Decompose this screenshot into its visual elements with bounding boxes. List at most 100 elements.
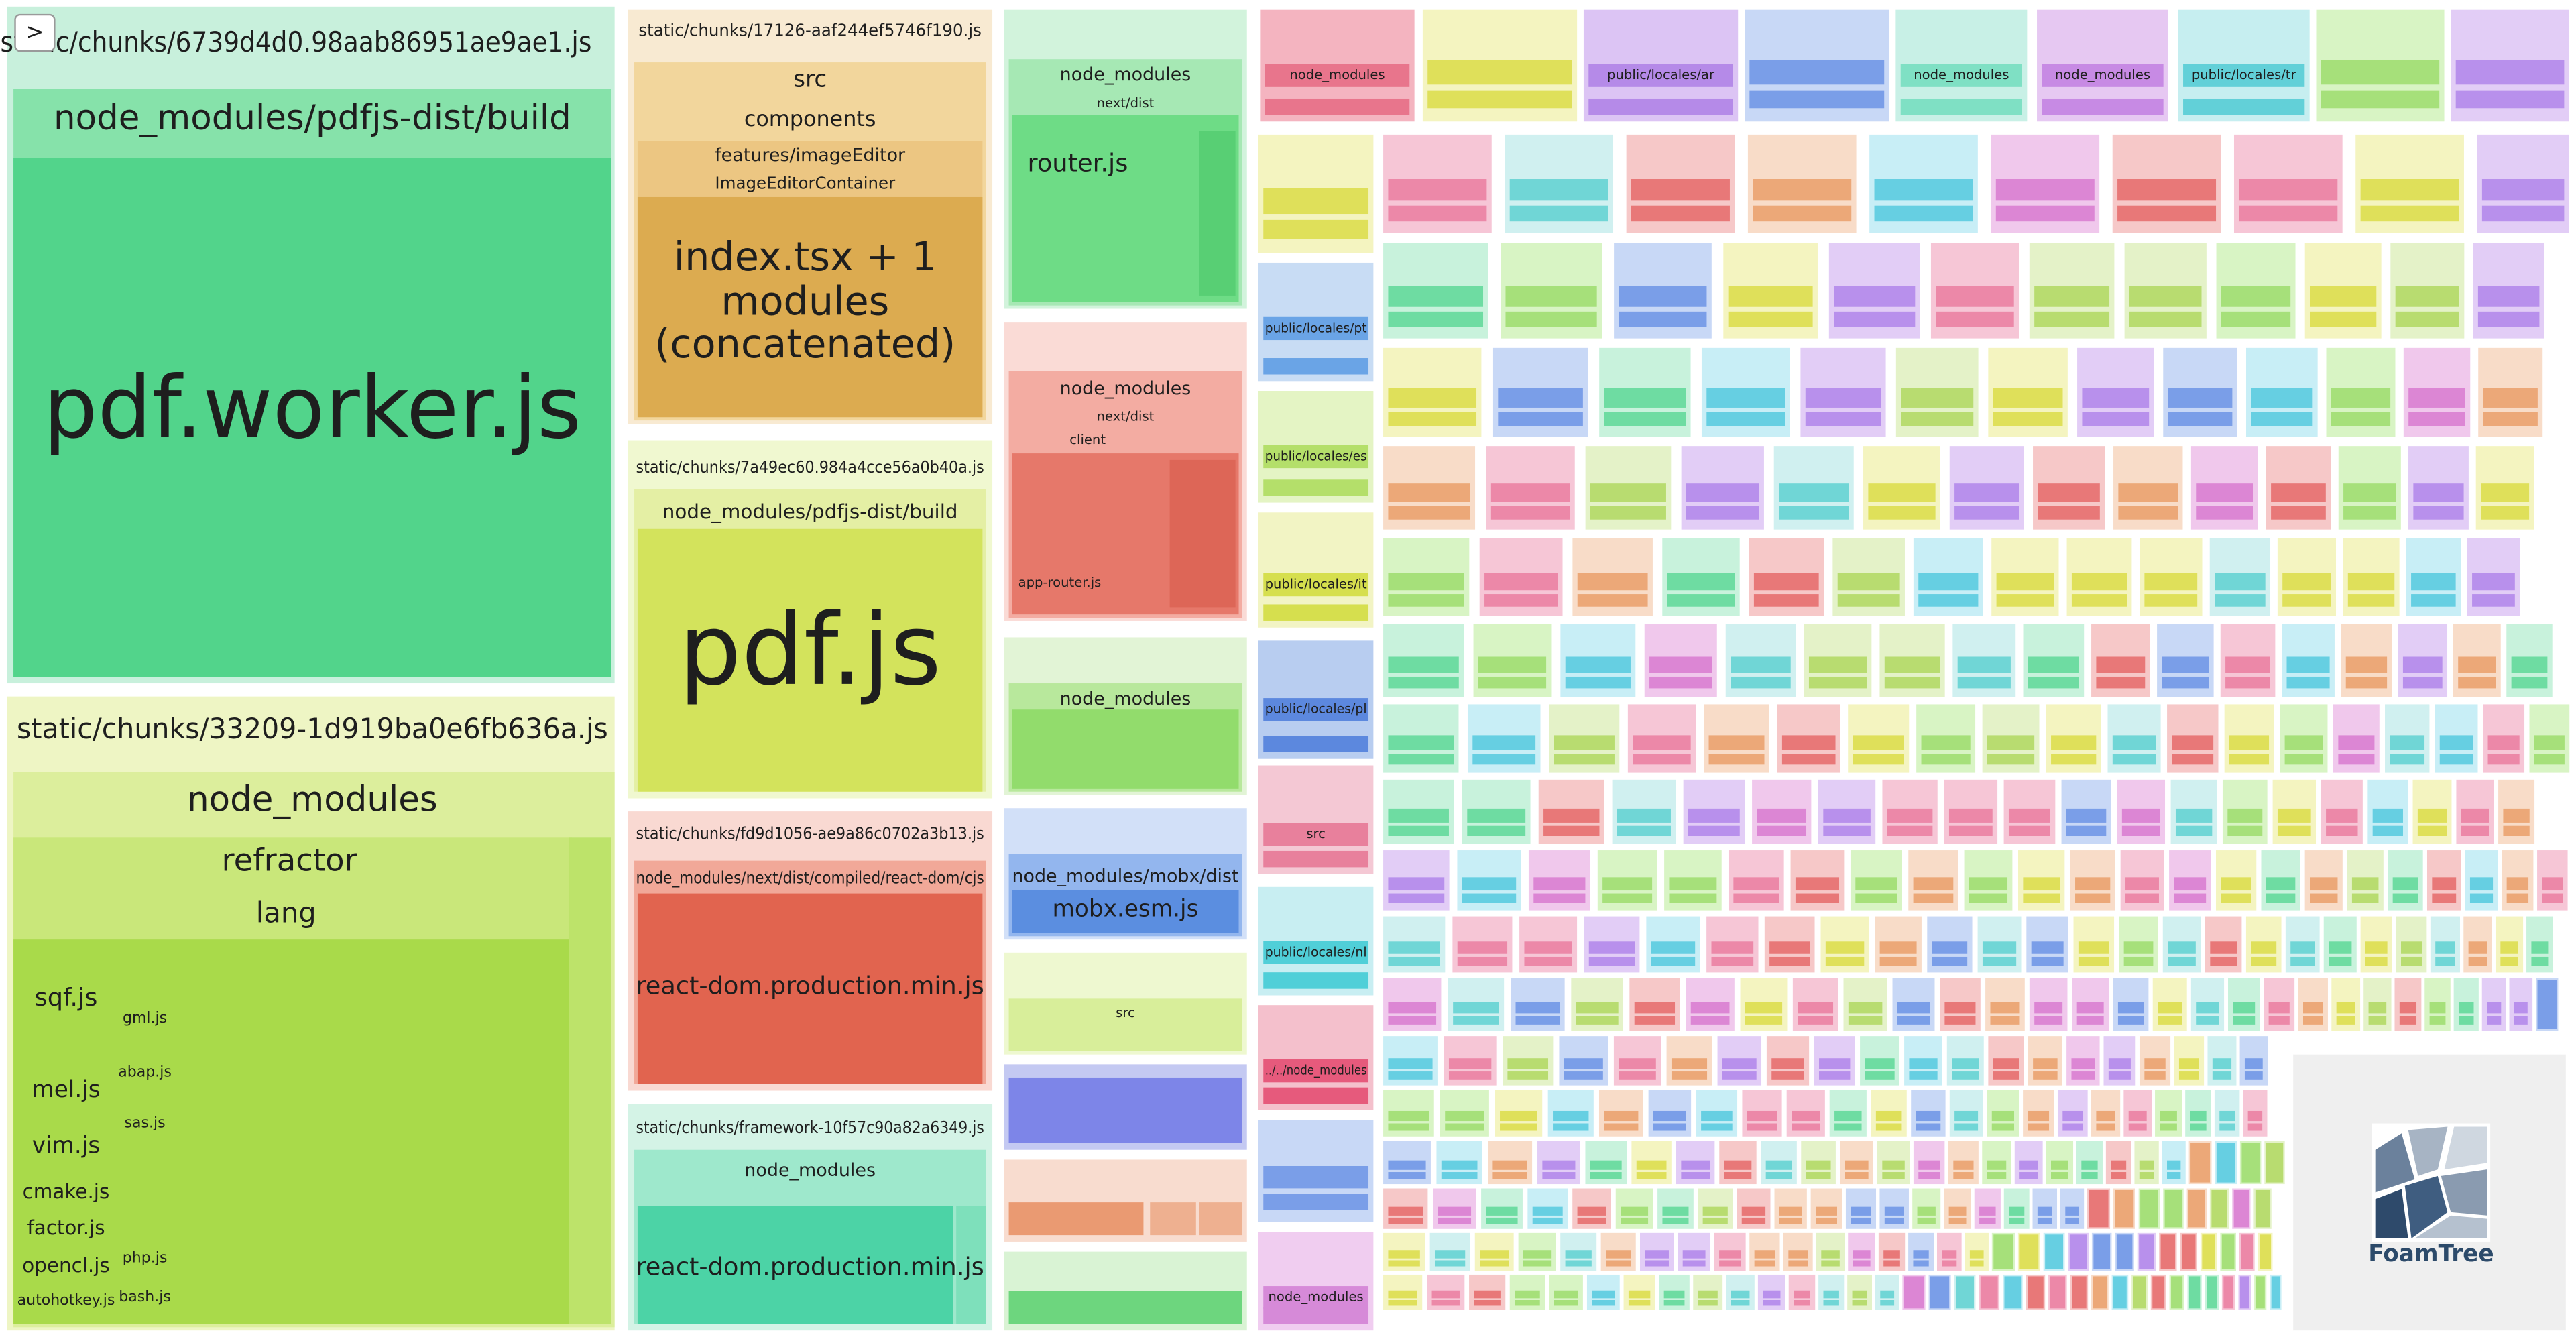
tile-label: public/locales/it bbox=[1265, 577, 1367, 592]
logo-cell bbox=[2375, 1133, 2415, 1193]
tile-band bbox=[1848, 1002, 1883, 1014]
tile bbox=[1814, 1036, 1855, 1086]
tile-module bbox=[2031, 956, 2064, 966]
tile bbox=[2396, 916, 2427, 973]
tile-band bbox=[1808, 656, 1867, 673]
tile-module bbox=[2268, 1016, 2290, 1025]
tile bbox=[1678, 1232, 1710, 1271]
tile bbox=[1681, 446, 1764, 530]
tile-band bbox=[1633, 735, 1691, 750]
tile-band bbox=[1806, 1160, 1831, 1170]
tile-module bbox=[1993, 1234, 2013, 1269]
module-label: sas.js bbox=[125, 1115, 166, 1132]
tile-module bbox=[2069, 1234, 2087, 1269]
module-box bbox=[1199, 131, 1236, 296]
tile-band bbox=[1388, 573, 1464, 591]
tile-band bbox=[1897, 1002, 1930, 1014]
tile-module bbox=[1763, 1299, 1781, 1306]
tile bbox=[2467, 538, 2520, 616]
tile-module bbox=[1848, 1016, 1883, 1025]
tile-band bbox=[2483, 388, 2538, 408]
tile-module bbox=[2178, 1071, 2199, 1080]
tile-module bbox=[1913, 1260, 1929, 1267]
tile bbox=[2076, 1141, 2103, 1185]
tile bbox=[1974, 1188, 2001, 1229]
tile bbox=[1547, 1090, 1594, 1137]
tile-band bbox=[2271, 483, 2326, 502]
tile-module bbox=[2345, 676, 2388, 689]
tile-module bbox=[1996, 594, 2054, 607]
tile bbox=[1448, 978, 1505, 1031]
tile-module bbox=[1969, 1260, 1984, 1267]
tile bbox=[1911, 1090, 1946, 1137]
tile-band bbox=[2174, 877, 2207, 891]
tile-module bbox=[1507, 1071, 1549, 1080]
tile-band bbox=[1701, 1110, 1733, 1122]
tile-module bbox=[1979, 1217, 1996, 1224]
tile-module bbox=[1688, 825, 1740, 837]
tile bbox=[2435, 704, 2478, 773]
tile-band bbox=[2233, 1002, 2256, 1014]
tile bbox=[1586, 1274, 1620, 1310]
tile-module bbox=[1702, 1217, 1728, 1224]
tile-band bbox=[1492, 1160, 1527, 1170]
tile-module bbox=[1942, 1260, 1957, 1267]
tile-module bbox=[1592, 1299, 1615, 1306]
tile-band bbox=[2511, 656, 2548, 673]
tile-module bbox=[1543, 825, 1600, 837]
tile bbox=[1657, 1188, 1694, 1229]
tile-band bbox=[2118, 483, 2178, 502]
tile-band bbox=[1524, 941, 1572, 954]
tile bbox=[2272, 779, 2316, 844]
chunk: node_modules next/dist client app-router.js bbox=[1004, 322, 1247, 621]
tile-band bbox=[1913, 877, 1954, 891]
toggle-label[interactable]: > bbox=[26, 19, 44, 44]
tile-band bbox=[2401, 941, 2422, 954]
tile bbox=[1662, 538, 1740, 616]
tile-band bbox=[1263, 316, 1369, 341]
tile-module bbox=[2435, 956, 2455, 966]
tile-module bbox=[1671, 1071, 1708, 1080]
tile-module bbox=[1265, 98, 1410, 115]
tile-module bbox=[2401, 956, 2422, 966]
tile-module bbox=[1825, 956, 1865, 966]
tile-band bbox=[2514, 1002, 2528, 1014]
tile-band bbox=[1916, 1110, 1941, 1122]
tile bbox=[1488, 1141, 1533, 1185]
toggle-box[interactable] bbox=[14, 13, 56, 52]
tile-module bbox=[2310, 311, 2377, 327]
tile bbox=[1728, 850, 1784, 911]
tile-module bbox=[1263, 604, 1369, 621]
tile-band bbox=[2144, 1058, 2166, 1069]
tile-band bbox=[1887, 808, 1933, 823]
toggle-button[interactable]: > bbox=[14, 13, 56, 52]
tile bbox=[2506, 624, 2553, 697]
tile-module bbox=[1745, 1016, 1783, 1025]
tile-band bbox=[1816, 1206, 1837, 1216]
tile bbox=[2398, 624, 2448, 697]
tile bbox=[2264, 1141, 2285, 1185]
tile bbox=[1631, 1141, 1672, 1185]
tile-band bbox=[1490, 483, 1570, 502]
tile-module bbox=[2239, 1276, 2249, 1309]
tile-module bbox=[1388, 205, 1487, 222]
tile-band bbox=[1669, 877, 1717, 891]
module-label: pdf.js bbox=[679, 593, 941, 707]
tile bbox=[2222, 779, 2268, 844]
tile-module bbox=[1606, 1260, 1631, 1267]
tile-band bbox=[1874, 179, 1973, 201]
tile-band bbox=[2221, 286, 2291, 307]
tile-band bbox=[2277, 808, 2311, 823]
tile-module bbox=[2028, 1276, 2044, 1309]
tile bbox=[2205, 1274, 2219, 1310]
tile-module bbox=[2408, 412, 2465, 426]
tile-band bbox=[2190, 1110, 2207, 1122]
tile-band bbox=[2432, 877, 2457, 891]
tile-band bbox=[1706, 388, 1785, 408]
tile-module bbox=[1936, 311, 2014, 327]
tile-band bbox=[1823, 1290, 1839, 1299]
tile bbox=[2243, 1090, 2268, 1137]
tile bbox=[2232, 1188, 2251, 1229]
tile-band bbox=[1918, 573, 1979, 591]
tile bbox=[1383, 1036, 1438, 1086]
